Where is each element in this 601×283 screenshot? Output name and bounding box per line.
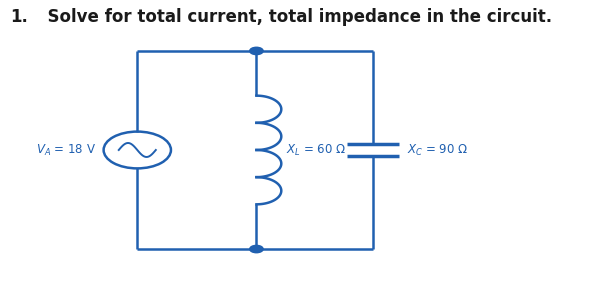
Circle shape <box>249 47 263 55</box>
Text: 1.: 1. <box>10 8 28 27</box>
Text: $X_L$ = 60 Ω: $X_L$ = 60 Ω <box>287 142 347 158</box>
Text: $V_A$ = 18 V: $V_A$ = 18 V <box>36 142 96 158</box>
Circle shape <box>249 245 263 253</box>
Text: $X_C$ = 90 Ω: $X_C$ = 90 Ω <box>407 142 468 158</box>
Text: Solve for total current, total impedance in the circuit.: Solve for total current, total impedance… <box>36 8 552 27</box>
